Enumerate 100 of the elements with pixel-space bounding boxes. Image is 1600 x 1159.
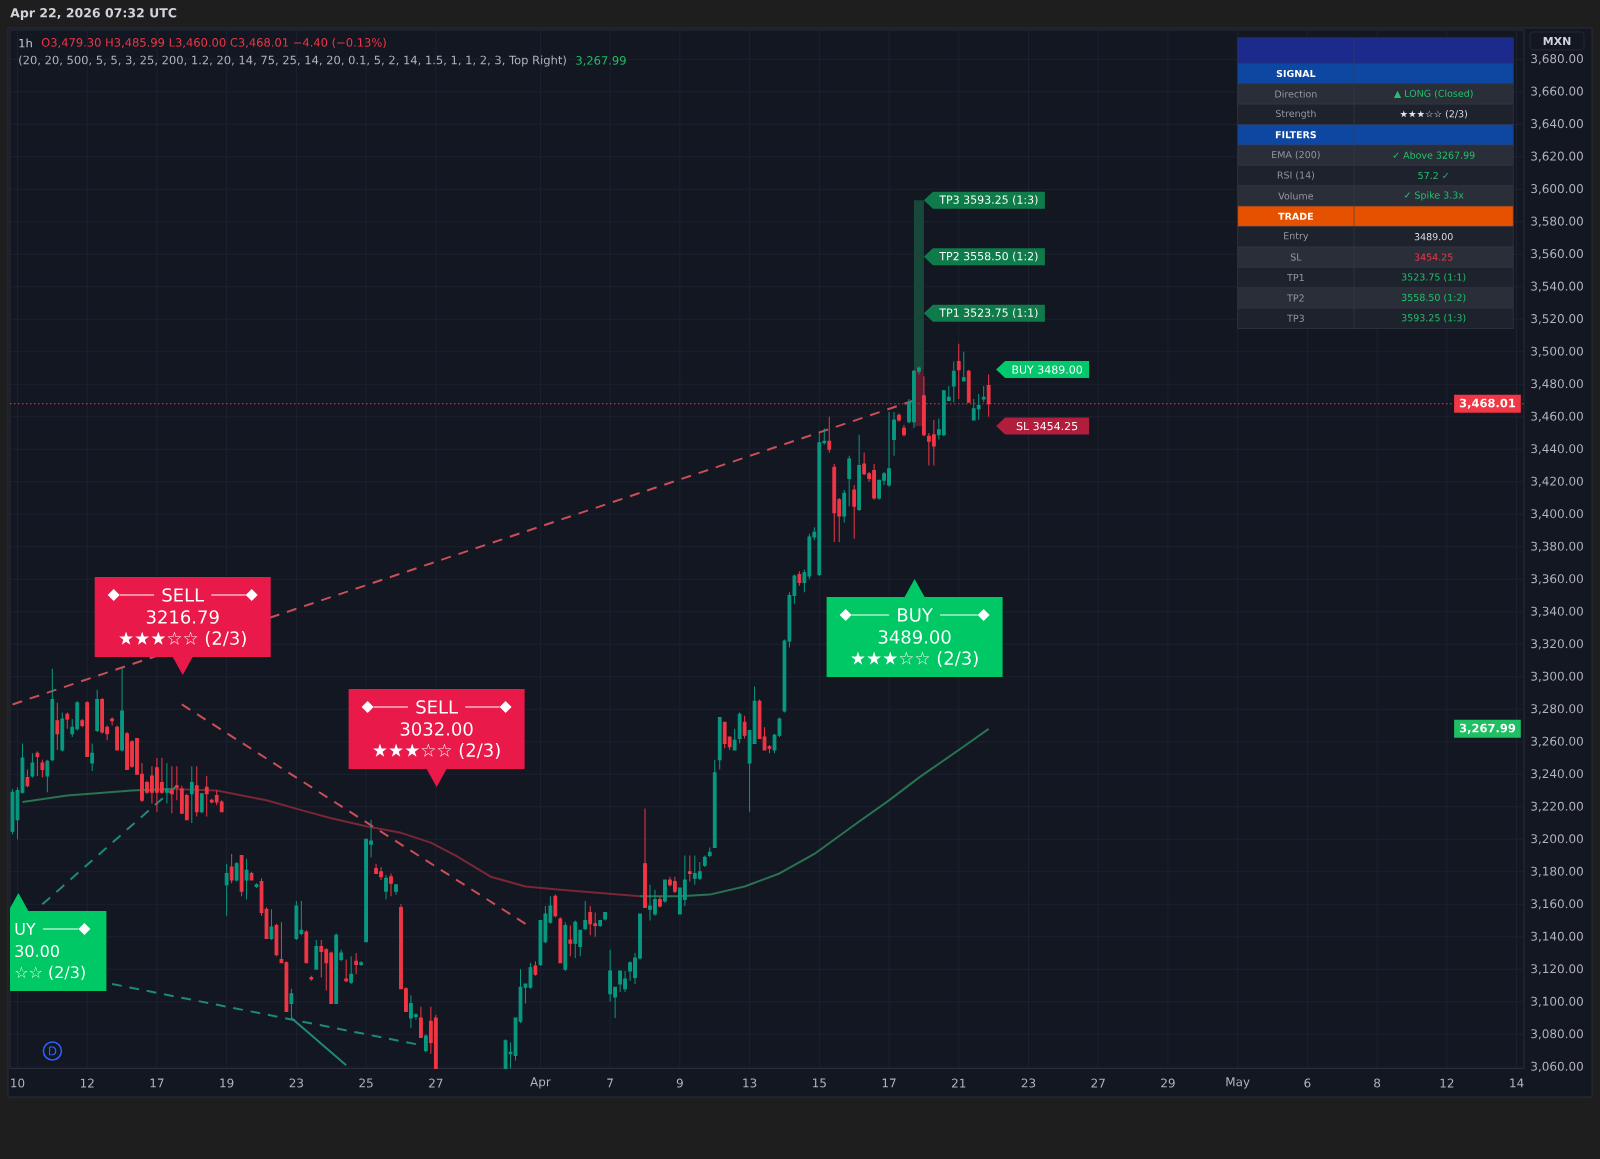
- candlestick: [389, 872, 393, 897]
- x-tick-label: 23: [289, 1078, 304, 1088]
- candlestick: [354, 952, 359, 975]
- candlestick: [961, 351, 966, 382]
- candlestick: [25, 768, 30, 788]
- candlestick: [95, 689, 100, 733]
- annotation: BUY 3489.00: [1012, 365, 1082, 374]
- annotation: SIGNAL: [1276, 69, 1316, 78]
- candlestick: [956, 343, 961, 400]
- x-tick-label: 15: [813, 1078, 826, 1088]
- candlestick: [598, 920, 603, 928]
- x-tick-label: 27: [429, 1078, 443, 1088]
- annotation: 3558.50 (1:2): [1401, 293, 1466, 303]
- candlestick: [583, 900, 588, 931]
- candlestick: [314, 939, 319, 970]
- candlestick: [603, 911, 608, 922]
- y-tick-label: 3,420.00: [1531, 476, 1583, 487]
- annotation: 3032.00: [400, 722, 473, 736]
- candlestick: [110, 716, 114, 727]
- x-tick-label: 9: [676, 1078, 683, 1088]
- candlestick: [60, 712, 65, 753]
- candlestick: [423, 1033, 428, 1053]
- y-tick-label: 3,680.00: [1531, 54, 1583, 65]
- y-tick-label: 3,340.00: [1531, 606, 1583, 617]
- candlestick: [55, 702, 60, 751]
- candlestick: [294, 900, 299, 941]
- candlestick: [30, 752, 35, 779]
- candlestick: [852, 484, 857, 540]
- x-tick-label: 13: [743, 1078, 757, 1088]
- y-tick-label: 3,100.00: [1531, 996, 1583, 1008]
- candlestick: [349, 955, 354, 985]
- x-tick-label: 12: [80, 1078, 94, 1088]
- x-tick-label: 19: [220, 1078, 234, 1088]
- candlestick: [902, 424, 906, 437]
- annotation: ★★★☆☆ (2/3): [1400, 110, 1467, 119]
- annotation: SELL: [416, 700, 458, 714]
- annotation: ✓ Above 3267.99: [1393, 151, 1475, 159]
- y-tick-label: 3,480.00: [1531, 379, 1583, 390]
- annotation: 3489.00: [878, 630, 951, 644]
- text: (20, 20, 500, 5, 5, 3, 25, 200, 1.2, 20, 14, 75, 25, 14, 20, 0.1, 5, 2, 14, 1.5, 1, 1, 2, 3, Top Right): [19, 55, 566, 67]
- y-tick-label: 3,460.00: [1531, 411, 1583, 422]
- y-tick-label: 3,140.00: [1531, 931, 1583, 943]
- candlestick: [588, 905, 593, 936]
- annotation: RSI (14): [1277, 171, 1315, 180]
- candlestick: [35, 751, 40, 777]
- candlestick: [663, 879, 667, 904]
- y-tick-label: 3,240.00: [1531, 769, 1583, 780]
- y-tick-label: 3,580.00: [1531, 216, 1583, 227]
- candlestick: [976, 393, 981, 421]
- y-tick-label: 3,160.00: [1531, 899, 1583, 910]
- candlestick: [553, 894, 558, 918]
- y-tick-label: 3,620.00: [1531, 151, 1583, 162]
- annotation: D: [48, 1046, 57, 1056]
- candlestick: [384, 874, 388, 900]
- candlestick: [304, 929, 309, 964]
- candlestick: [847, 455, 852, 507]
- y-tick-label: 3,220.00: [1531, 801, 1583, 812]
- candlestick: [254, 882, 259, 889]
- y-tick-label: 3,300.00: [1531, 671, 1583, 682]
- x-tick-label: 25: [359, 1078, 373, 1088]
- candlestick: [558, 916, 563, 964]
- candlestick: [174, 765, 179, 801]
- candlestick: [643, 807, 647, 909]
- annotation: ✓ Spike 3.3x: [1404, 191, 1464, 201]
- annotation: TP3: [1287, 314, 1304, 322]
- candlestick: [169, 765, 174, 814]
- candlestick: [40, 759, 45, 779]
- x-tick-label: 6: [1304, 1078, 1311, 1088]
- candlestick: [234, 861, 239, 883]
- candlestick: [827, 416, 832, 454]
- annotation: Strength: [1275, 109, 1316, 119]
- annotation: SL: [1290, 253, 1302, 261]
- annotation: Volume: [1278, 192, 1314, 200]
- annotation: ★★★☆☆ (2/3): [851, 650, 978, 667]
- candlestick: [857, 434, 862, 512]
- candlestick: [707, 846, 712, 858]
- candlestick: [249, 871, 254, 881]
- line-series: [21, 787, 173, 803]
- candlestick: [289, 988, 294, 1019]
- candlestick: [229, 853, 234, 884]
- candlestick: [164, 762, 169, 805]
- candlestick: [199, 793, 204, 814]
- annotation: TP2 3558.50 (1:2): [939, 251, 1038, 262]
- candlestick: [687, 855, 692, 883]
- candlestick: [842, 489, 847, 523]
- candlestick: [737, 712, 742, 744]
- x-tick-label: 23: [1021, 1078, 1036, 1088]
- y-tick-label: 3,380.00: [1531, 541, 1583, 552]
- candlestick: [309, 975, 314, 982]
- annotation: 30.00: [15, 944, 59, 958]
- annotation: 3,267.99: [1459, 723, 1516, 734]
- annotation: Direction: [1275, 90, 1317, 98]
- annotation: UY: [15, 923, 36, 935]
- candlestick: [563, 921, 568, 972]
- annotation: BUY: [898, 608, 933, 622]
- annotation: EMA (200): [1272, 150, 1320, 160]
- x-tick-label: 29: [1161, 1078, 1175, 1088]
- annotation: TP1 3523.75 (1:1): [939, 308, 1038, 319]
- candlestick: [244, 858, 249, 900]
- x-tick-label: 21: [952, 1078, 966, 1088]
